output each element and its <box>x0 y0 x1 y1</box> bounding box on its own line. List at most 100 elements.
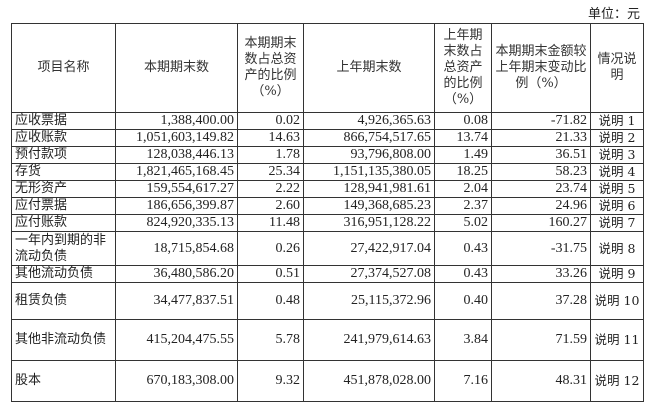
current-value: 128,038,446.13 <box>115 146 238 164</box>
unit-label: 单位：元 <box>587 7 640 22</box>
table-row: 应付票据 186,656,399.87 2.60 149,368,685.23 2.37… <box>11 197 644 215</box>
current-value: 1,821,465,168.45 <box>115 163 238 181</box>
current-ratio: 2.22 <box>237 180 304 198</box>
current-ratio: 2.60 <box>237 197 304 215</box>
note: 说明 1 <box>590 112 644 130</box>
prior-value: 149,368,685.23 <box>303 197 435 215</box>
table-row: 一年内到期的非流动负债 18,715,854.68 0.26 27,422,917.0… <box>11 231 644 266</box>
prior-value: 25,115,372.96 <box>303 282 435 320</box>
prior-ratio: 0.40 <box>434 282 492 320</box>
note: 说明 9 <box>590 265 644 283</box>
change-ratio: 33.26 <box>491 265 591 283</box>
current-ratio: 0.48 <box>237 282 304 320</box>
table-row: 其他流动负债 36,480,586.20 0.51 27,374,527.08 0.43… <box>11 265 644 283</box>
note: 说明 4 <box>590 163 644 181</box>
item-name: 应收账款 <box>11 129 116 147</box>
note: 说明 12 <box>590 360 644 402</box>
prior-ratio: 18.25 <box>434 163 492 181</box>
change-ratio: -31.75 <box>491 231 591 266</box>
header-change: 本期期末金额较上年期末变动比例（%） <box>491 23 591 113</box>
header-current-ratio: 本期期末数占总资产的比例（%） <box>237 23 304 113</box>
item-name: 预付款项 <box>11 146 116 164</box>
item-name: 存货 <box>11 163 116 181</box>
current-ratio: 0.26 <box>237 231 304 266</box>
change-ratio: 23.74 <box>491 180 591 198</box>
table-row: 应收票据 1,388,400.00 0.02 4,926,365.63 0.08 -71.… <box>11 112 644 130</box>
change-ratio: 160.27 <box>491 214 591 232</box>
table-row: 预付款项 128,038,446.13 1.78 93,796,808.00 1.49 3… <box>11 146 644 164</box>
prior-value: 1,151,135,380.05 <box>303 163 435 181</box>
prior-value: 316,951,128.22 <box>303 214 435 232</box>
balance-sheet-table: 项目名称 本期期末数 本期期末数占总资产的比例（%） 上年期末数 上年期末数占总… <box>11 23 644 402</box>
header-prior-ratio: 上年期末数占总资产的比例（%） <box>434 23 492 113</box>
table-row: 应收账款 1,051,603,149.82 14.63 866,754,517.65 1… <box>11 129 644 147</box>
note: 说明 5 <box>590 180 644 198</box>
prior-value: 128,941,981.61 <box>303 180 435 198</box>
current-value: 186,656,399.87 <box>115 197 238 215</box>
current-ratio: 9.32 <box>237 360 304 402</box>
prior-ratio: 0.43 <box>434 265 492 283</box>
current-value: 415,204,475.55 <box>115 319 238 361</box>
prior-ratio: 3.84 <box>434 319 492 361</box>
header-row: 项目名称 本期期末数 本期期末数占总资产的比例（%） 上年期末数 上年期末数占总… <box>11 23 644 113</box>
table-row: 无形资产 159,554,617.27 2.22 128,941,981.61 2.04… <box>11 180 644 198</box>
current-value: 36,480,586.20 <box>115 265 238 283</box>
note: 说明 2 <box>590 129 644 147</box>
item-name: 应付账款 <box>11 214 116 232</box>
item-name: 无形资产 <box>11 180 116 198</box>
prior-value: 93,796,808.00 <box>303 146 435 164</box>
table-row: 股本 670,183,308.00 9.32 451,878,028.00 7.16 48… <box>11 360 644 402</box>
current-value: 670,183,308.00 <box>115 360 238 402</box>
current-ratio: 14.63 <box>237 129 304 147</box>
header-item: 项目名称 <box>11 23 116 113</box>
current-value: 34,477,837.51 <box>115 282 238 320</box>
change-ratio: 71.59 <box>491 319 591 361</box>
change-ratio: 21.33 <box>491 129 591 147</box>
current-ratio: 1.78 <box>237 146 304 164</box>
table-row: 其他非流动负债 415,204,475.55 5.78 241,979,614.63 3… <box>11 319 644 361</box>
table-row: 租赁负债 34,477,837.51 0.48 25,115,372.96 0.40 37… <box>11 282 644 320</box>
current-ratio: 5.78 <box>237 319 304 361</box>
current-ratio: 25.34 <box>237 163 304 181</box>
prior-ratio: 0.43 <box>434 231 492 266</box>
item-name: 应付票据 <box>11 197 116 215</box>
current-ratio: 0.51 <box>237 265 304 283</box>
change-ratio: 48.31 <box>491 360 591 402</box>
prior-value: 241,979,614.63 <box>303 319 435 361</box>
prior-ratio: 7.16 <box>434 360 492 402</box>
prior-value: 4,926,365.63 <box>303 112 435 130</box>
prior-ratio: 1.49 <box>434 146 492 164</box>
table-row: 应付账款 824,920,335.13 11.48 316,951,128.22 5.0… <box>11 214 644 232</box>
change-ratio: 24.96 <box>491 197 591 215</box>
note: 说明 7 <box>590 214 644 232</box>
note: 说明 3 <box>590 146 644 164</box>
prior-ratio: 0.08 <box>434 112 492 130</box>
prior-ratio: 2.37 <box>434 197 492 215</box>
item-name: 其他非流动负债 <box>11 319 116 361</box>
change-ratio: 37.28 <box>491 282 591 320</box>
prior-value: 27,374,527.08 <box>303 265 435 283</box>
change-ratio: 58.23 <box>491 163 591 181</box>
table-row: 存货 1,821,465,168.45 25.34 1,151,135,380.05 1… <box>11 163 644 181</box>
header-prior: 上年期末数 <box>303 23 435 113</box>
current-value: 1,051,603,149.82 <box>115 129 238 147</box>
current-value: 18,715,854.68 <box>115 231 238 266</box>
prior-ratio: 5.02 <box>434 214 492 232</box>
item-name: 一年内到期的非流动负债 <box>11 231 116 266</box>
current-value: 824,920,335.13 <box>115 214 238 232</box>
header-note: 情况说明 <box>590 23 644 113</box>
item-name: 应收票据 <box>11 112 116 130</box>
item-name: 其他流动负债 <box>11 265 116 283</box>
item-name: 股本 <box>11 360 116 402</box>
prior-value: 27,422,917.04 <box>303 231 435 266</box>
current-value: 1,388,400.00 <box>115 112 238 130</box>
change-ratio: 36.51 <box>491 146 591 164</box>
current-ratio: 0.02 <box>237 112 304 130</box>
header-current: 本期期末数 <box>115 23 238 113</box>
note: 说明 10 <box>590 282 644 320</box>
change-ratio: -71.82 <box>491 112 591 130</box>
prior-ratio: 13.74 <box>434 129 492 147</box>
note: 说明 8 <box>590 231 644 266</box>
item-name: 租赁负债 <box>11 282 116 320</box>
prior-value: 451,878,028.00 <box>303 360 435 402</box>
